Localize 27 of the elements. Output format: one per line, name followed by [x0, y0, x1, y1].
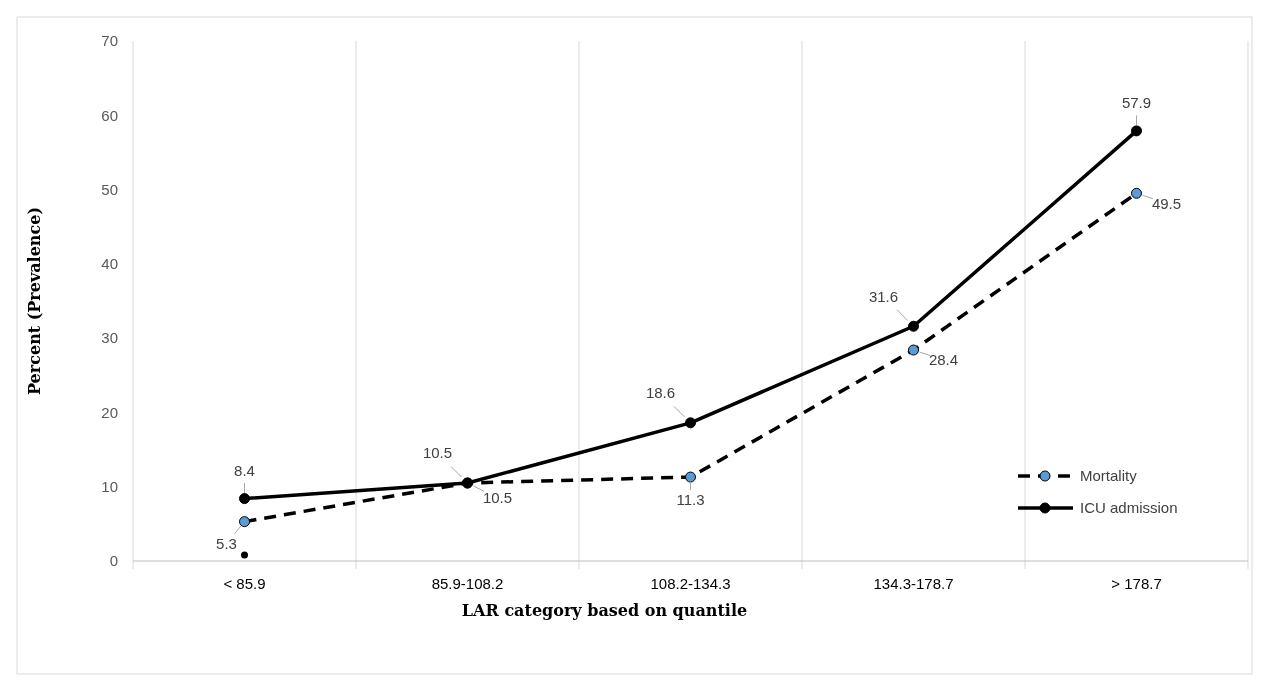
data-label: 31.6	[868, 287, 899, 305]
data-label: 11.3	[676, 491, 705, 509]
x-tick-label: > 178.7	[1111, 575, 1162, 592]
legend-label: Mortality	[1080, 467, 1138, 485]
x-tick-label: 108.2-134.3	[650, 575, 731, 592]
data-label: 18.6	[645, 384, 676, 402]
y-tick-label: 20	[101, 403, 118, 421]
y-tick-label: 60	[101, 106, 118, 124]
y-tick-label: 70	[101, 32, 118, 50]
x-tick-label: 85.9-108.2	[431, 575, 504, 592]
y-tick-label: 10	[101, 477, 118, 495]
y-tick-label: 40	[101, 255, 118, 273]
y-tick-label: 50	[101, 180, 118, 198]
y-tick-label: 0	[109, 552, 118, 570]
y-axis-title: Percent (Prevalence)	[25, 207, 44, 395]
data-label: 57.9	[1121, 94, 1152, 112]
x-tick-label: 134.3-178.7	[873, 575, 954, 592]
data-label: 5.3	[216, 534, 237, 552]
y-tick-label: 30	[101, 329, 118, 347]
data-label: 28.4	[928, 351, 959, 369]
data-label: 8.4	[234, 461, 255, 479]
data-label: 10.5	[422, 444, 453, 462]
data-label: 10.5	[482, 489, 513, 507]
legend-label: ICU admission	[1080, 499, 1178, 517]
x-axis-title: LAR category based on quantile	[461, 601, 748, 620]
x-tick-label: < 85.9	[223, 575, 266, 592]
data-label: 49.5	[1151, 194, 1182, 212]
